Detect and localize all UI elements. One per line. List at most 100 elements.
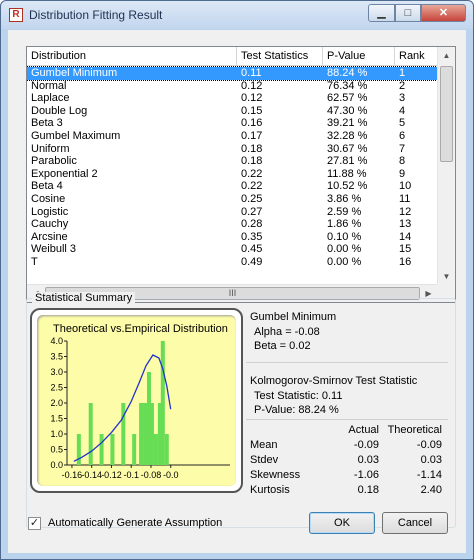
cell-test-statistic: 0.45 (241, 243, 263, 256)
cancel-button[interactable]: Cancel (382, 512, 448, 534)
maximize-button[interactable]: □ (395, 4, 421, 22)
table-row[interactable]: Beta 3 0.16 39.21 % 5 (27, 117, 437, 130)
cell-rank: 10 (399, 180, 412, 193)
column-header-distribution[interactable]: Distribution (27, 47, 237, 66)
table-row[interactable]: Uniform 0.18 30.67 % 7 (27, 143, 437, 156)
cell-test-statistic: 0.16 (241, 117, 263, 130)
table-row[interactable]: Parabolic 0.18 27.81 % 8 (27, 155, 437, 168)
table-row[interactable]: Exponential 2 0.22 11.88 % 9 (27, 168, 437, 181)
y-tick-label: 1.5 (50, 414, 63, 424)
auto-generate-assumption-label[interactable]: Automatically Generate Assumption (48, 517, 223, 529)
distribution-chart-frame: 0.0 0.5 1.0 1.5 2.0 2.5 3.0 3.5 4.0 -0.16 -0.14 -0.… (30, 308, 243, 493)
cell-test-statistic: 0.28 (241, 218, 263, 231)
table-row[interactable]: Logistic 0.27 2.59 % 12 (27, 206, 437, 219)
cell-p-value: 62.57 % (327, 92, 368, 105)
moments-row: Skewness -1.06 -1.14 (250, 468, 450, 483)
table-header: Distribution Test Statistics P-Value Ran… (27, 47, 437, 66)
histogram-bar (139, 403, 144, 465)
auto-generate-assumption-checkbox[interactable]: ✓ (28, 517, 41, 530)
moments-rows: Mean -0.09 -0.09 Stdev 0.03 0.03 Skewness -1.06… (250, 438, 450, 498)
cell-test-statistic: 0.22 (241, 167, 263, 180)
cell-test-statistic: 0.25 (241, 192, 263, 205)
cell-distribution: Cosine (31, 192, 66, 205)
cell-p-value: 0.10 % (327, 230, 362, 243)
table-row[interactable]: Double Log 0.15 47.30 % 4 (27, 105, 437, 118)
moments-header-row: Actual Theoretical (250, 423, 450, 438)
histogram-bar (157, 403, 162, 465)
moments-label: Stdev (250, 454, 279, 466)
table-row[interactable]: Weibull 3 0.45 0.00 % 15 (27, 243, 437, 256)
cell-test-statistic: 0.18 (241, 142, 263, 155)
distribution-chart: 0.0 0.5 1.0 1.5 2.0 2.5 3.0 3.5 4.0 -0.16 -0.14 -0.… (37, 315, 236, 486)
cell-distribution: Gumbel Maximum (31, 129, 121, 142)
moments-label: Kurtosis (250, 484, 290, 496)
scroll-right-icon[interactable]: ▶ (425, 289, 432, 298)
y-tick-label: 2.5 (50, 383, 63, 393)
param-beta: Beta = 0.02 (254, 340, 311, 352)
cell-p-value: 27.81 % (327, 155, 368, 168)
title-bar[interactable]: R Distribution Fitting Result ▁ □ ✕ (1, 1, 473, 29)
cell-rank: 8 (399, 155, 406, 168)
table-row[interactable]: Arcsine 0.35 0.10 % 14 (27, 231, 437, 244)
cell-p-value: 32.28 % (327, 129, 368, 142)
cell-distribution: Parabolic (31, 155, 77, 168)
statistical-summary-title: Statistical Summary (32, 292, 136, 304)
cell-distribution: Uniform (31, 142, 70, 155)
moments-label: Skewness (250, 469, 301, 481)
table-row[interactable]: Beta 4 0.22 10.52 % 10 (27, 180, 437, 193)
cell-test-statistic: 0.15 (241, 104, 263, 117)
moments-row: Kurtosis 0.18 2.40 (250, 483, 450, 498)
cell-rank: 9 (399, 167, 406, 180)
cell-rank: 1 (399, 67, 406, 79)
cell-distribution: Beta 3 (31, 117, 63, 130)
cell-test-statistic: 0.35 (241, 230, 263, 243)
results-table[interactable]: Distribution Test Statistics P-Value Ran… (26, 46, 456, 303)
cell-distribution: Weibull 3 (31, 243, 77, 256)
cell-rank: 14 (399, 230, 412, 243)
minimize-button[interactable]: ▁ (368, 4, 395, 22)
cell-test-statistic: 0.17 (241, 129, 263, 142)
moments-header-actual: Actual (348, 424, 379, 436)
histogram-bar (143, 403, 148, 465)
table-row[interactable]: T 0.49 0.00 % 16 (27, 256, 437, 269)
moments-theoretical: -0.09 (416, 439, 442, 451)
ok-button[interactable]: OK (309, 512, 375, 534)
moments-actual: -0.09 (353, 439, 379, 451)
histogram-bar (149, 403, 154, 465)
table-row[interactable]: Laplace 0.12 62.57 % 3 (27, 92, 437, 105)
cell-rank: 3 (399, 92, 406, 105)
scroll-down-icon[interactable]: ▼ (442, 272, 451, 281)
y-tick-label: 3.5 (50, 352, 63, 362)
cell-distribution: Laplace (31, 92, 70, 105)
cell-distribution: Normal (31, 79, 67, 92)
table-row[interactable]: Normal 0.12 76.34 % 2 (27, 80, 437, 93)
cell-p-value: 39.21 % (327, 117, 368, 130)
histogram-bar (153, 434, 158, 465)
cell-p-value: 88.24 % (327, 67, 368, 79)
param-alpha: Alpha = -0.08 (254, 326, 320, 338)
column-header-rank[interactable]: Rank (399, 50, 425, 62)
moments-header-theoretical: Theoretical (387, 424, 442, 436)
cell-p-value: 11.88 % (327, 167, 367, 180)
vertical-scrollbar[interactable]: ▲ ▼ (437, 47, 455, 285)
vertical-scroll-thumb[interactable] (440, 66, 453, 162)
column-header-p-value[interactable]: P-Value (323, 47, 395, 66)
histogram-bar (110, 434, 115, 465)
table-row[interactable]: Gumbel Minimum 0.11 88.24 % 1 (27, 66, 438, 81)
cell-test-statistic: 0.22 (241, 180, 263, 193)
table-row[interactable]: Gumbel Maximum 0.17 32.28 % 6 (27, 130, 437, 143)
table-body: Gumbel Minimum 0.11 88.24 % 1 Normal 0.12 76.3… (27, 66, 438, 269)
scroll-up-icon[interactable]: ▲ (442, 51, 451, 60)
table-row[interactable]: Cosine 0.25 3.86 % 11 (27, 193, 437, 206)
cell-distribution: T (31, 255, 38, 268)
column-header-test-statistics[interactable]: Test Statistics (237, 47, 323, 66)
moments-table: Actual Theoretical Mean -0.09 -0.09 Stdev 0.… (250, 423, 450, 498)
cell-distribution: Arcsine (31, 230, 68, 243)
x-tick-label: -0.08 (141, 470, 162, 480)
histogram-bar (121, 403, 126, 465)
close-button[interactable]: ✕ (421, 4, 466, 22)
histogram-bar (146, 372, 151, 465)
cell-p-value: 10.52 % (327, 180, 368, 193)
table-row[interactable]: Cauchy 0.28 1.86 % 13 (27, 218, 437, 231)
cell-rank: 12 (399, 205, 412, 218)
